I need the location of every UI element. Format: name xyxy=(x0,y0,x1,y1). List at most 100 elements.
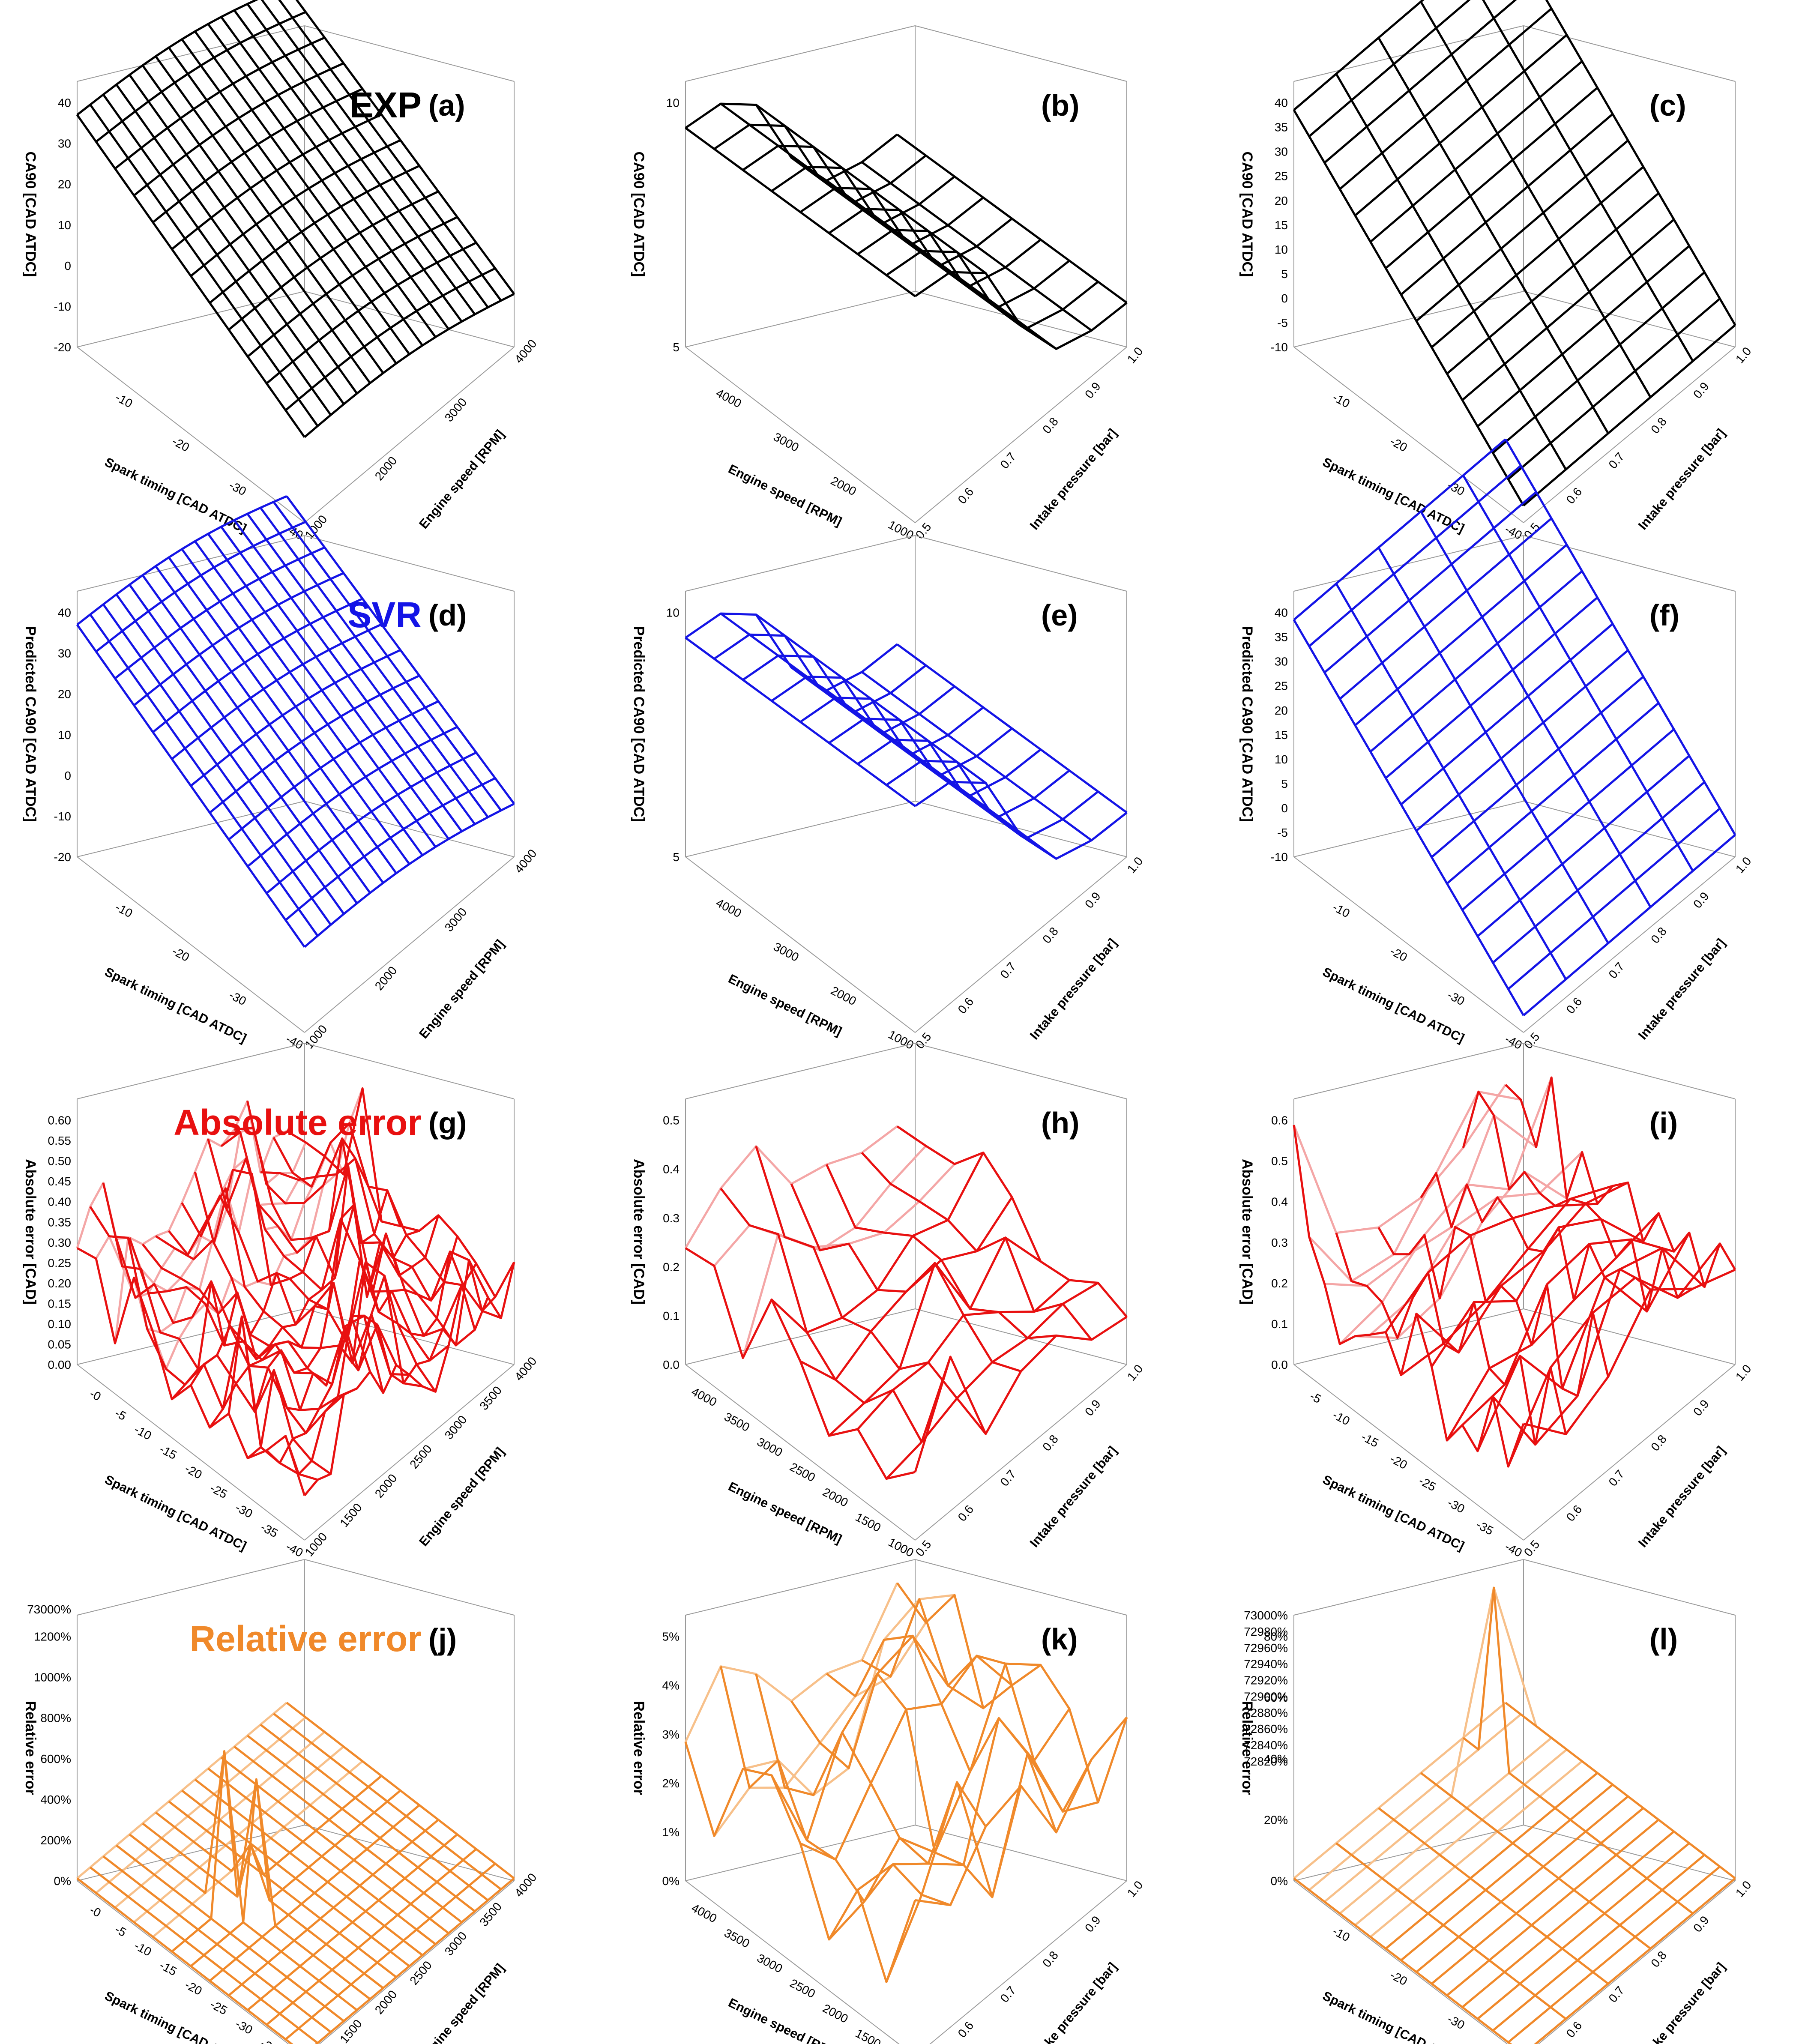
left-tick-label: 3500 xyxy=(722,1926,752,1951)
box-edge xyxy=(915,856,1127,1033)
box-edge xyxy=(1523,1825,1736,1881)
z-tick-label: 30 xyxy=(1275,655,1288,668)
surface-line xyxy=(155,565,384,884)
z-tick-label: 0.4 xyxy=(663,1163,680,1176)
z-tick-label-top: 72880% xyxy=(1244,1706,1288,1719)
surface-line xyxy=(194,1169,423,1388)
right-tick-label: 0.6 xyxy=(1564,485,1585,506)
surface-wireframe xyxy=(76,1702,515,2044)
left-tick-label: -15 xyxy=(157,1442,179,1462)
surface-line xyxy=(278,0,502,302)
surface-wireframe xyxy=(76,0,515,438)
left-tick-label: 4000 xyxy=(714,896,744,920)
right-tick-label: 1500 xyxy=(337,1501,365,1530)
left-tick-label: -30 xyxy=(1445,1496,1467,1515)
right-tick-label: 0.8 xyxy=(1648,1432,1669,1454)
z-tick-label: 0.00 xyxy=(48,1358,72,1371)
right-tick-label: 0.8 xyxy=(1040,925,1061,946)
z-axis-label: Absolute error [CAD] xyxy=(631,1159,647,1305)
left-tick-label: -25 xyxy=(208,1481,229,1501)
surface-line xyxy=(260,1724,489,1901)
surface-line xyxy=(181,548,410,865)
left-tick-label: 1500 xyxy=(853,1510,883,1535)
right-tick-label: 0.9 xyxy=(1082,889,1103,911)
left-tick-label: -35 xyxy=(1474,1518,1495,1538)
box-edge xyxy=(915,347,1127,523)
surface-line xyxy=(116,1844,345,2022)
surface-line xyxy=(1378,1807,1609,1985)
surface-line xyxy=(1420,511,1652,908)
right-tick-label: 0.7 xyxy=(997,960,1018,981)
z-tick-label: 15 xyxy=(1275,728,1288,742)
left-tick-label: 2000 xyxy=(820,1485,850,1510)
left-tick-label: -25 xyxy=(208,1997,229,2017)
z-tick-label: 0.2 xyxy=(1271,1277,1288,1290)
right-tick-label: 0.9 xyxy=(1082,380,1103,401)
right-tick-label: 0.8 xyxy=(1040,1948,1061,1970)
surface-line xyxy=(246,513,476,825)
box-edge xyxy=(685,347,916,523)
surface-line xyxy=(826,180,1057,350)
right-axis-label: Intake pressure [bar] xyxy=(1027,1444,1120,1550)
z-tick-label: 0.1 xyxy=(663,1309,680,1323)
z-tick-label: 35 xyxy=(1275,631,1288,644)
box-edge xyxy=(77,1364,305,1541)
left-tick-label: -30 xyxy=(233,1501,254,1520)
box-edge xyxy=(304,1308,515,1365)
z-tick-label: 20 xyxy=(58,178,71,191)
box-edge xyxy=(1293,1364,1524,1541)
surface-line xyxy=(102,1855,332,2033)
box-edge xyxy=(915,1364,1127,1541)
surface-line xyxy=(861,161,1093,332)
surface-line xyxy=(826,689,1057,860)
surface-line xyxy=(155,1235,384,1393)
z-tick-label: 10 xyxy=(1275,243,1288,256)
surface-line xyxy=(1293,1084,1507,1234)
surface-line xyxy=(141,575,371,894)
surface-line xyxy=(1476,1232,1691,1452)
box-edge xyxy=(1293,535,1524,592)
left-tick-label: 4000 xyxy=(689,1385,719,1409)
z-tick-label-top: 73000% xyxy=(27,1603,71,1616)
box-edge xyxy=(685,1043,916,1099)
right-tick-label: 0.6 xyxy=(955,2019,976,2040)
surface-line xyxy=(1420,1,1652,398)
left-tick-label: -40 xyxy=(1503,1032,1524,1052)
left-tick-label: -0 xyxy=(87,1903,103,1920)
surface-wireframe xyxy=(684,1582,1128,1983)
surface-line xyxy=(1385,596,1598,779)
right-tick-label: 0.8 xyxy=(1648,925,1669,946)
right-tick-label: 0.5 xyxy=(913,520,934,542)
surface-line xyxy=(1492,1247,1706,1446)
surface-line xyxy=(76,624,305,948)
z-tick-label: 5 xyxy=(1281,267,1288,281)
right-tick-label: 0.9 xyxy=(1691,1397,1712,1419)
right-axis-label: Engine speed [RPM] xyxy=(416,937,507,1041)
surface-line xyxy=(207,23,437,338)
z-tick-label: -10 xyxy=(1271,341,1288,354)
z-tick-label: 0 xyxy=(1281,292,1288,305)
panel-letter: (j) xyxy=(428,1622,457,1656)
surface-line xyxy=(272,501,502,811)
surface-wireframe xyxy=(685,612,1128,860)
surface-line xyxy=(168,1800,397,1978)
left-tick-label: -30 xyxy=(227,478,248,498)
surface-line xyxy=(719,1666,951,1906)
surface-line xyxy=(1377,37,1609,434)
z-tick-label: 800% xyxy=(40,1712,71,1725)
panel-d: -20 -10 0 10 20 30 40 Predicted CA90 [CAD ATDC]… xyxy=(22,495,539,1052)
panel-letter: (f) xyxy=(1649,599,1679,632)
z-tick-label: 35 xyxy=(1275,121,1288,134)
z-tick-label: 0.5 xyxy=(663,1114,680,1127)
surface-line xyxy=(76,0,259,116)
surface-line xyxy=(89,104,319,427)
left-tick-label: -30 xyxy=(233,2017,254,2037)
right-tick-label: 0.8 xyxy=(1040,1432,1061,1454)
surface-line xyxy=(1507,1243,1721,1467)
surface-line xyxy=(1523,834,1736,1017)
surface-wireframe xyxy=(684,1125,1128,1480)
left-tick-label: -10 xyxy=(113,900,135,920)
left-tick-label: -35 xyxy=(258,1520,280,1540)
